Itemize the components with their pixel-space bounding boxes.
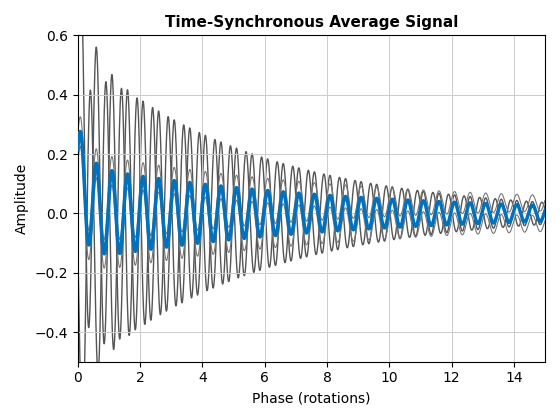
Title: Time-Synchronous Average Signal: Time-Synchronous Average Signal — [165, 15, 458, 30]
Y-axis label: Amplitude: Amplitude — [15, 163, 29, 234]
X-axis label: Phase (rotations): Phase (rotations) — [252, 391, 371, 405]
